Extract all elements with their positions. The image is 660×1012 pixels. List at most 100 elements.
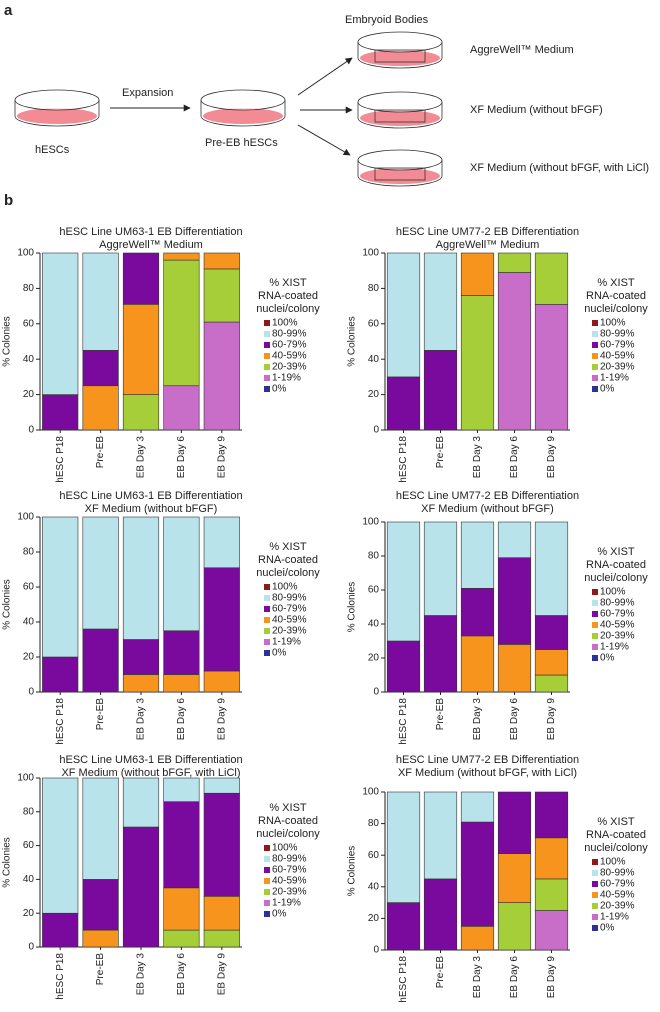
bar-segment bbox=[42, 252, 79, 395]
legend-title: nuclei/colony bbox=[584, 303, 648, 315]
legend-title: nuclei/colony bbox=[256, 303, 320, 315]
legend-label: 60-79% bbox=[600, 340, 635, 351]
bar-segment bbox=[386, 791, 421, 903]
y-tick-label: 40 bbox=[368, 619, 380, 630]
bar-segment bbox=[163, 801, 200, 889]
legend-swatch bbox=[264, 595, 270, 601]
bar-segment bbox=[534, 878, 569, 911]
bar-segment bbox=[423, 521, 458, 616]
bar-segment bbox=[497, 791, 532, 854]
bar-segment bbox=[203, 792, 240, 897]
legend-swatch bbox=[592, 589, 598, 595]
chart-subtitle: AggreWell™ Medium bbox=[436, 239, 540, 251]
y-tick-label: 80 bbox=[23, 806, 35, 817]
x-tick-label: Pre-EB bbox=[435, 698, 446, 731]
bar-segment bbox=[163, 929, 200, 948]
legend-title: RNA-coated bbox=[258, 815, 318, 827]
bar-segment bbox=[82, 252, 119, 351]
legend-swatch bbox=[264, 867, 270, 873]
y-tick-label: 80 bbox=[23, 547, 35, 558]
legend-label: 40-59% bbox=[272, 876, 307, 887]
dish bbox=[14, 89, 100, 127]
y-tick-label: 60 bbox=[23, 582, 35, 593]
y-tick-label: 60 bbox=[23, 840, 35, 851]
legend-swatch bbox=[264, 606, 270, 612]
legend-swatch bbox=[264, 911, 270, 917]
legend-label: 0% bbox=[272, 384, 287, 395]
legend-swatch bbox=[264, 353, 270, 359]
bar-segment bbox=[534, 521, 569, 616]
legend-label: 0% bbox=[600, 384, 615, 395]
bar-segment bbox=[122, 777, 160, 828]
x-tick-label: EB Day 9 bbox=[216, 953, 227, 996]
legend-label: 0% bbox=[272, 909, 287, 920]
bar-segment bbox=[423, 615, 458, 693]
legend-title: RNA-coated bbox=[258, 554, 318, 566]
x-tick-label: EB Day 6 bbox=[176, 436, 187, 479]
bar-segment bbox=[534, 252, 569, 305]
chart-subtitle: XF Medium (without bFGF, with LiCl) bbox=[398, 767, 577, 779]
eb-box bbox=[374, 167, 426, 181]
bar-segment bbox=[460, 587, 495, 637]
legend-title: % XIST bbox=[269, 277, 307, 289]
legend-swatch bbox=[592, 903, 598, 909]
legend-label: 40-59% bbox=[600, 351, 635, 362]
dish-label: XF Medium (without bFGF, with LiCl) bbox=[470, 162, 649, 174]
bar-segment bbox=[460, 925, 495, 951]
dish-label: AggreWell™ Medium bbox=[470, 44, 574, 56]
legend-label: 80-99% bbox=[272, 854, 307, 865]
bar-segment bbox=[82, 777, 119, 880]
legend-swatch bbox=[264, 856, 270, 862]
panel-label: a bbox=[4, 2, 13, 19]
x-tick-label: Pre-EB bbox=[95, 698, 106, 731]
y-tick-label: 40 bbox=[23, 617, 35, 628]
bar-segment bbox=[82, 628, 119, 693]
x-tick-label: EB Day 3 bbox=[136, 698, 147, 741]
y-axis-label: % Colonies bbox=[347, 316, 358, 367]
legend-swatch bbox=[592, 881, 598, 887]
legend-swatch bbox=[592, 600, 598, 606]
bar-segment bbox=[203, 895, 240, 931]
y-tick-label: 60 bbox=[368, 318, 380, 329]
legend-label: 0% bbox=[600, 653, 615, 664]
bar-segment bbox=[122, 394, 160, 431]
y-tick-label: 0 bbox=[373, 945, 379, 956]
panel-label: b bbox=[4, 192, 13, 209]
x-tick-label: Pre-EB bbox=[95, 436, 106, 469]
legend-label: 40-59% bbox=[272, 615, 307, 626]
legend-swatch bbox=[592, 320, 598, 326]
x-tick-label: EB Day 9 bbox=[216, 698, 227, 741]
y-tick-label: 40 bbox=[368, 881, 380, 892]
bar-segment bbox=[163, 887, 200, 931]
legend-swatch bbox=[592, 892, 598, 898]
legend-swatch bbox=[592, 364, 598, 370]
legend-label: 40-59% bbox=[600, 620, 635, 631]
legend-swatch bbox=[264, 364, 270, 370]
y-axis-label: % Colonies bbox=[2, 316, 13, 367]
legend-label: 60-79% bbox=[272, 865, 307, 876]
legend-swatch bbox=[264, 639, 270, 645]
legend-swatch bbox=[264, 320, 270, 326]
x-tick-label: hESC P18 bbox=[55, 436, 66, 483]
bar-segment bbox=[42, 656, 79, 693]
bar-segment bbox=[497, 644, 532, 693]
legend-swatch bbox=[264, 878, 270, 884]
bar-segment bbox=[423, 252, 458, 351]
legend-swatch bbox=[592, 870, 598, 876]
x-tick-label: EB Day 6 bbox=[509, 698, 520, 741]
bar-segment bbox=[203, 670, 240, 693]
y-tick-label: 100 bbox=[362, 248, 379, 259]
bar-segment bbox=[122, 639, 160, 675]
x-tick-label: hESC P18 bbox=[55, 698, 66, 745]
x-tick-label: EB Day 9 bbox=[216, 436, 227, 479]
legend-label: 80-99% bbox=[272, 329, 307, 340]
legend-label: 60-79% bbox=[272, 604, 307, 615]
eb-box bbox=[374, 49, 426, 63]
legend-swatch bbox=[264, 628, 270, 634]
legend-swatch bbox=[592, 375, 598, 381]
y-tick-label: 20 bbox=[23, 652, 35, 663]
legend-swatch bbox=[592, 859, 598, 865]
legend-label: 20-39% bbox=[600, 631, 635, 642]
legend-label: 1-19% bbox=[272, 637, 301, 648]
